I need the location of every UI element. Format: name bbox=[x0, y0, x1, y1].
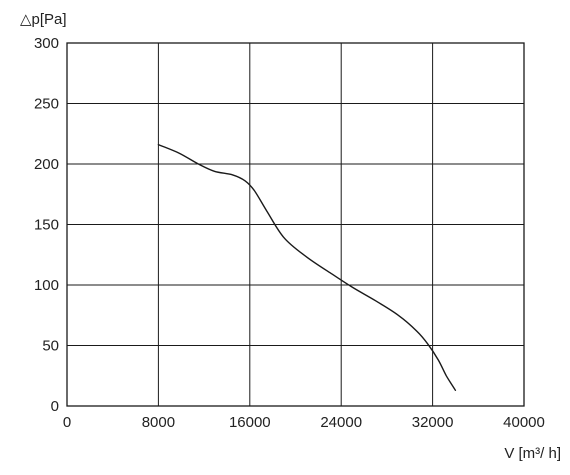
x-tick-label: 40000 bbox=[503, 414, 545, 431]
y-tick-label: 150 bbox=[34, 217, 59, 234]
x-tick-label: 8000 bbox=[142, 414, 175, 431]
y-tick-labels: 0 50 100 150 200 250 300 bbox=[34, 35, 59, 415]
y-axis-label: △p[Pa] bbox=[20, 11, 67, 28]
y-tick-label: 0 bbox=[51, 398, 59, 415]
x-axis-label: V [m³/ h] bbox=[504, 445, 561, 462]
y-tick-label: 200 bbox=[34, 156, 59, 173]
x-tick-labels: 0 8000 16000 24000 32000 40000 bbox=[63, 414, 545, 431]
x-tick-label: 24000 bbox=[320, 414, 362, 431]
y-tick-label: 250 bbox=[34, 96, 59, 113]
y-tick-label: 300 bbox=[34, 35, 59, 52]
x-tick-label: 0 bbox=[63, 414, 71, 431]
y-tick-label: 50 bbox=[42, 338, 59, 355]
x-tick-label: 16000 bbox=[229, 414, 271, 431]
series-line bbox=[157, 143, 457, 391]
grid-lines bbox=[67, 43, 524, 406]
y-tick-label: 100 bbox=[34, 277, 59, 294]
x-tick-label: 32000 bbox=[412, 414, 454, 431]
plot-frame bbox=[66, 42, 525, 407]
